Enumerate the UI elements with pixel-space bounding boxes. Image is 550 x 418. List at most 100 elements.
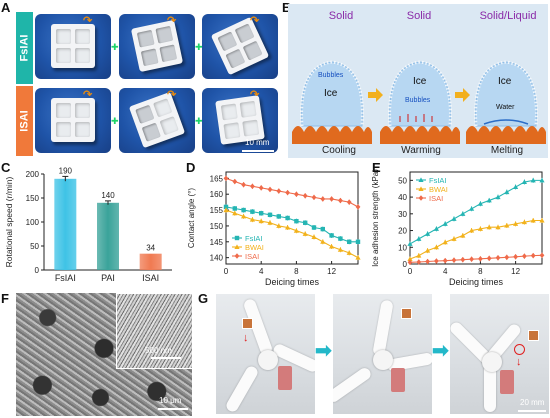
transition-star-icon: ✚ [111,116,119,126]
panel-label-g: G [198,291,209,306]
x-tick-label: 0 [408,267,413,276]
data-point [311,225,317,230]
data-point [250,209,255,214]
fsiai-photo-3: ↷ [202,14,278,79]
bubbles-label-2: Bubbles [405,97,431,104]
data-point [258,185,264,191]
data-point [513,254,518,260]
y-tick-label: 40 [398,193,407,202]
plot-frame [225,171,359,265]
y-axis-label: Contact angle (°) [187,188,196,248]
fsiai-photo-1: ↷ [35,14,111,79]
mold [130,19,184,73]
data-point [504,254,510,261]
data-point [530,177,536,183]
y-tick-label: 160 [210,190,224,199]
data-point [486,255,492,262]
y-tick-label: 155 [210,206,224,215]
series-line [409,179,542,245]
ice-sample [401,308,412,319]
blade [333,365,373,405]
panel-label-f: F [1,291,9,306]
data-point [355,204,361,210]
data-point [294,218,299,224]
data-point [355,255,361,260]
data-point [267,220,273,225]
motor [391,368,405,392]
legend-marker [418,186,424,191]
data-point [355,239,361,244]
mechanism-diagram [288,4,548,158]
row-label-isai-text: ISAI [18,110,31,132]
panel-label-c: C [1,160,11,175]
data-point [504,189,510,195]
x-tick-label: 8 [478,267,483,276]
x-tick-label: ISAI [142,273,159,283]
substrate-2 [380,114,460,144]
rotation-arrow-icon: ↷ [250,89,260,101]
chart-c-rotational-speed: 0 50 100 150 200 Rotational speed (r/min) 190 F… [4,166,172,283]
data-point [442,239,448,245]
data-point [311,234,317,240]
data-point [442,257,448,264]
row-label-fsiai: FsIAI [16,12,33,84]
isai-photo-2: ↷ [119,88,195,153]
data-point [451,216,457,221]
data-point [223,204,229,210]
x-tick-label: FsIAI [55,273,76,283]
x-tick-label: 12 [327,267,336,276]
row-label-fsiai-text: FsIAI [18,34,31,62]
stage-footer-2: Warming [401,145,441,156]
scale-label-main: 10 μm [159,396,182,405]
series-fsiai [407,177,545,247]
row-label-isai: ISAI [16,86,33,156]
rotation-arrow-icon: ↷ [167,15,177,27]
y-tick-label: 145 [210,238,224,247]
data-point [469,227,475,233]
rotation-arrow-icon: ↷ [83,89,93,101]
legend-label: FsIAI [429,176,447,185]
data-point [249,216,255,222]
x-tick-label: 0 [224,267,229,276]
legend-label: BWAI [429,185,448,194]
legend-marker [418,177,424,182]
legend-label: FsIAI [245,234,263,243]
stage-header-1: Solid [328,10,354,22]
ice-droplet-3 [474,60,538,127]
stage-header-2: Solid [406,10,432,22]
blade [372,299,394,357]
data-point [513,221,519,226]
turbine-photo-1: ↓ [216,294,315,414]
data-point [258,218,264,224]
data-point [486,224,492,230]
data-point [285,224,291,230]
water-label: Water [496,104,515,111]
data-point [451,236,457,241]
ice-droplet-1 [300,60,364,127]
data-point [320,196,326,202]
ice-droplet-2 [388,60,452,127]
rotation-arrow-icon: ↷ [167,89,177,101]
data-point [232,210,238,216]
data-point [469,206,475,211]
x-tick-label: 4 [259,267,264,276]
transition-star-icon: ✚ [111,42,119,52]
panel-label-d: D [186,160,196,175]
data-point [495,224,501,230]
scale-bar-main [158,408,188,410]
hub [258,350,278,370]
data-point [477,201,483,206]
x-tick-label: 12 [511,267,520,276]
series-bwai [223,207,361,261]
scale-label-g: 20 mm [520,398,545,407]
data-point [460,232,466,238]
panel-label-a: A [1,0,11,15]
x-tick-label: 4 [443,267,448,276]
data-point [241,181,246,188]
data-point [521,219,527,225]
data-point [434,258,439,264]
ice-label-3: Ice [498,76,512,87]
data-point [303,220,308,225]
mold [210,16,270,76]
substrate-1 [292,126,372,144]
